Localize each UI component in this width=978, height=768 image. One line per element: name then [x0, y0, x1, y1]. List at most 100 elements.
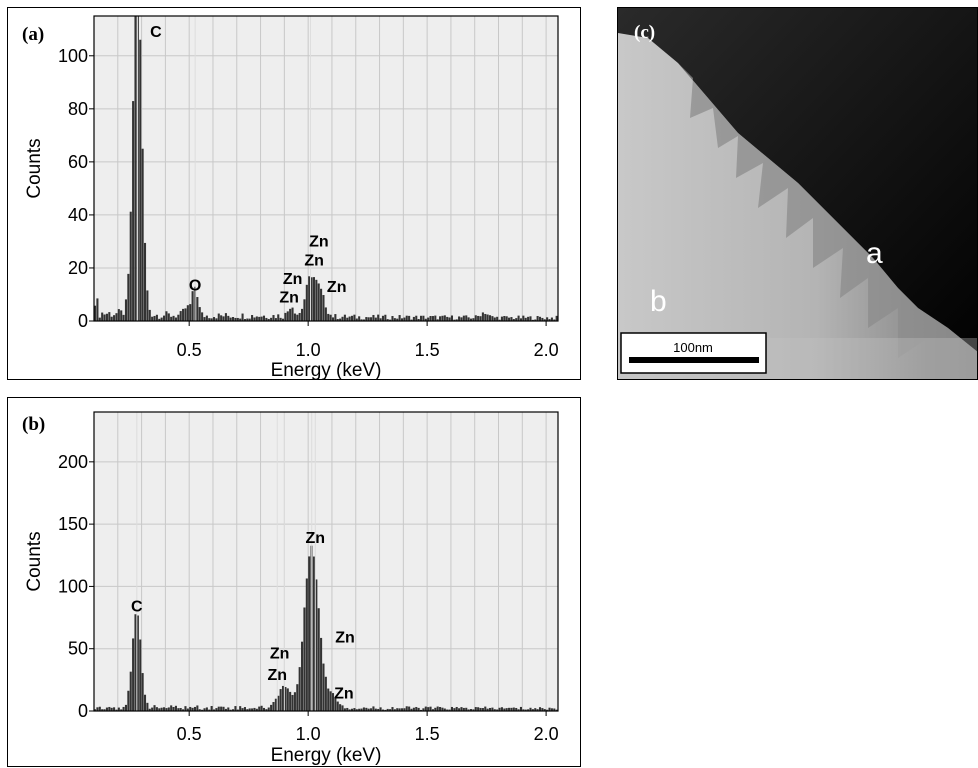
spectrum-bar	[374, 317, 377, 321]
spectrum-bar	[455, 706, 458, 711]
spectrum-bar	[462, 315, 465, 321]
spectrum-bar	[186, 305, 189, 321]
spectrum-bar	[94, 305, 97, 321]
eds-spectrum-panel-a: 0 20 40 60 80 100 0.5 1.0 1.5 2.0 Energy (keV) Coun…	[7, 7, 581, 381]
spectrum-bar	[253, 707, 256, 711]
spectrum-bar	[291, 694, 294, 711]
spectrum-bar	[365, 707, 368, 711]
spectrum-bar	[548, 319, 551, 321]
spectrum-bar	[484, 313, 487, 321]
spectrum-bar	[339, 318, 342, 321]
peak-label: O	[189, 278, 201, 295]
spectrum-bar	[362, 707, 365, 711]
spectrum-bar	[455, 319, 458, 321]
spectrum-bar	[322, 663, 325, 711]
spectrum-bar	[315, 279, 318, 321]
spectrum-bar	[534, 708, 537, 711]
spectrum-bar	[322, 295, 325, 321]
plot-area	[94, 16, 558, 321]
spectrum-bar	[400, 318, 404, 321]
spectrum-bar	[477, 315, 480, 321]
spectrum-bar	[422, 315, 425, 321]
spectrum-bar	[408, 706, 411, 711]
spectrum-bar	[110, 316, 113, 321]
spectrum-bar	[251, 708, 254, 711]
spectrum-bar	[436, 319, 439, 321]
spectrum-bar	[517, 709, 520, 711]
spectrum-bar	[467, 317, 470, 321]
spectrum-bar	[96, 298, 99, 321]
spectrum-bar	[424, 318, 427, 321]
spectrum-bar	[441, 315, 444, 321]
spectrum-bar	[541, 317, 544, 321]
spectrum-bar	[534, 319, 537, 321]
spectrum-bar	[498, 319, 501, 321]
spectrum-bar	[453, 708, 456, 711]
spectrum-bar	[417, 318, 420, 321]
spectrum-bar	[346, 317, 349, 321]
spectrum-bar	[151, 316, 154, 321]
spectrum-bar	[284, 312, 287, 321]
spectrum-bar	[546, 317, 549, 321]
spectrum-bar	[334, 314, 337, 321]
spectrum-bar	[541, 708, 544, 711]
spectrum-bar	[198, 307, 201, 321]
spectrum-bar	[248, 318, 251, 321]
spectrum-bar	[243, 319, 246, 321]
spectrum-bar	[296, 314, 299, 321]
tem-image-panel-c: (c) a b 100nm	[617, 7, 978, 380]
spectrum-bar	[415, 706, 418, 711]
spectrum-bar	[308, 276, 311, 321]
spectrum-bar	[270, 317, 273, 321]
spectrum-bar	[301, 641, 304, 711]
spectrum-bar	[122, 706, 125, 711]
spectrum-bar	[410, 708, 413, 711]
spectrum-bar	[153, 705, 156, 711]
spectrum-bar	[124, 704, 128, 711]
spectrum-bar	[193, 706, 197, 711]
spectrum-bar	[441, 707, 444, 711]
spectrum-bar	[320, 288, 323, 321]
spectrum-bar	[296, 684, 299, 711]
spectrum-bar	[260, 705, 263, 711]
peak-label: Zn	[267, 667, 287, 684]
spectrum-bar	[479, 316, 482, 321]
spectrum-bar	[222, 706, 225, 711]
spectrum-bar	[403, 708, 406, 711]
spectrum-bar	[341, 705, 344, 711]
spectrum-bar	[377, 314, 380, 321]
spectrum-bar	[555, 709, 558, 711]
spectrum-bar	[393, 709, 396, 711]
spectrum-bar	[396, 318, 399, 321]
spectrum-bar	[553, 319, 556, 321]
spectrum-bar	[246, 318, 249, 321]
spectrum-bar	[353, 314, 356, 321]
spectrum-bar	[386, 319, 389, 321]
peak-label: C	[150, 24, 162, 41]
spectrum-bar	[196, 297, 199, 321]
peak-label: Zn	[309, 234, 329, 251]
spectrum-bar	[500, 707, 503, 711]
spectrum-bar	[179, 708, 182, 711]
spectrum-bar	[503, 316, 506, 321]
spectrum-bar	[479, 707, 482, 711]
spectrum-bar	[272, 315, 275, 321]
spectrum-bar	[343, 708, 346, 711]
spectrum-bar	[172, 707, 175, 711]
scale-bar	[629, 357, 759, 363]
spectrum-bar	[410, 319, 413, 321]
spectrum-bar	[186, 708, 189, 711]
peak-label: Zn	[334, 686, 354, 703]
spectrum-bar	[113, 707, 116, 711]
spectrum-bar	[408, 315, 411, 321]
spectrum-bar	[508, 707, 511, 711]
spectrum-bar	[120, 709, 123, 711]
spectrum-bar	[553, 708, 556, 711]
spectrum-bar	[248, 708, 251, 711]
spectrum-bar	[460, 707, 463, 711]
spectrum-bar	[267, 707, 270, 711]
spectrum-bar	[515, 707, 518, 711]
spectrum-bar	[531, 709, 534, 711]
spectrum-bar	[529, 316, 532, 321]
spectrum-bar	[303, 299, 306, 321]
